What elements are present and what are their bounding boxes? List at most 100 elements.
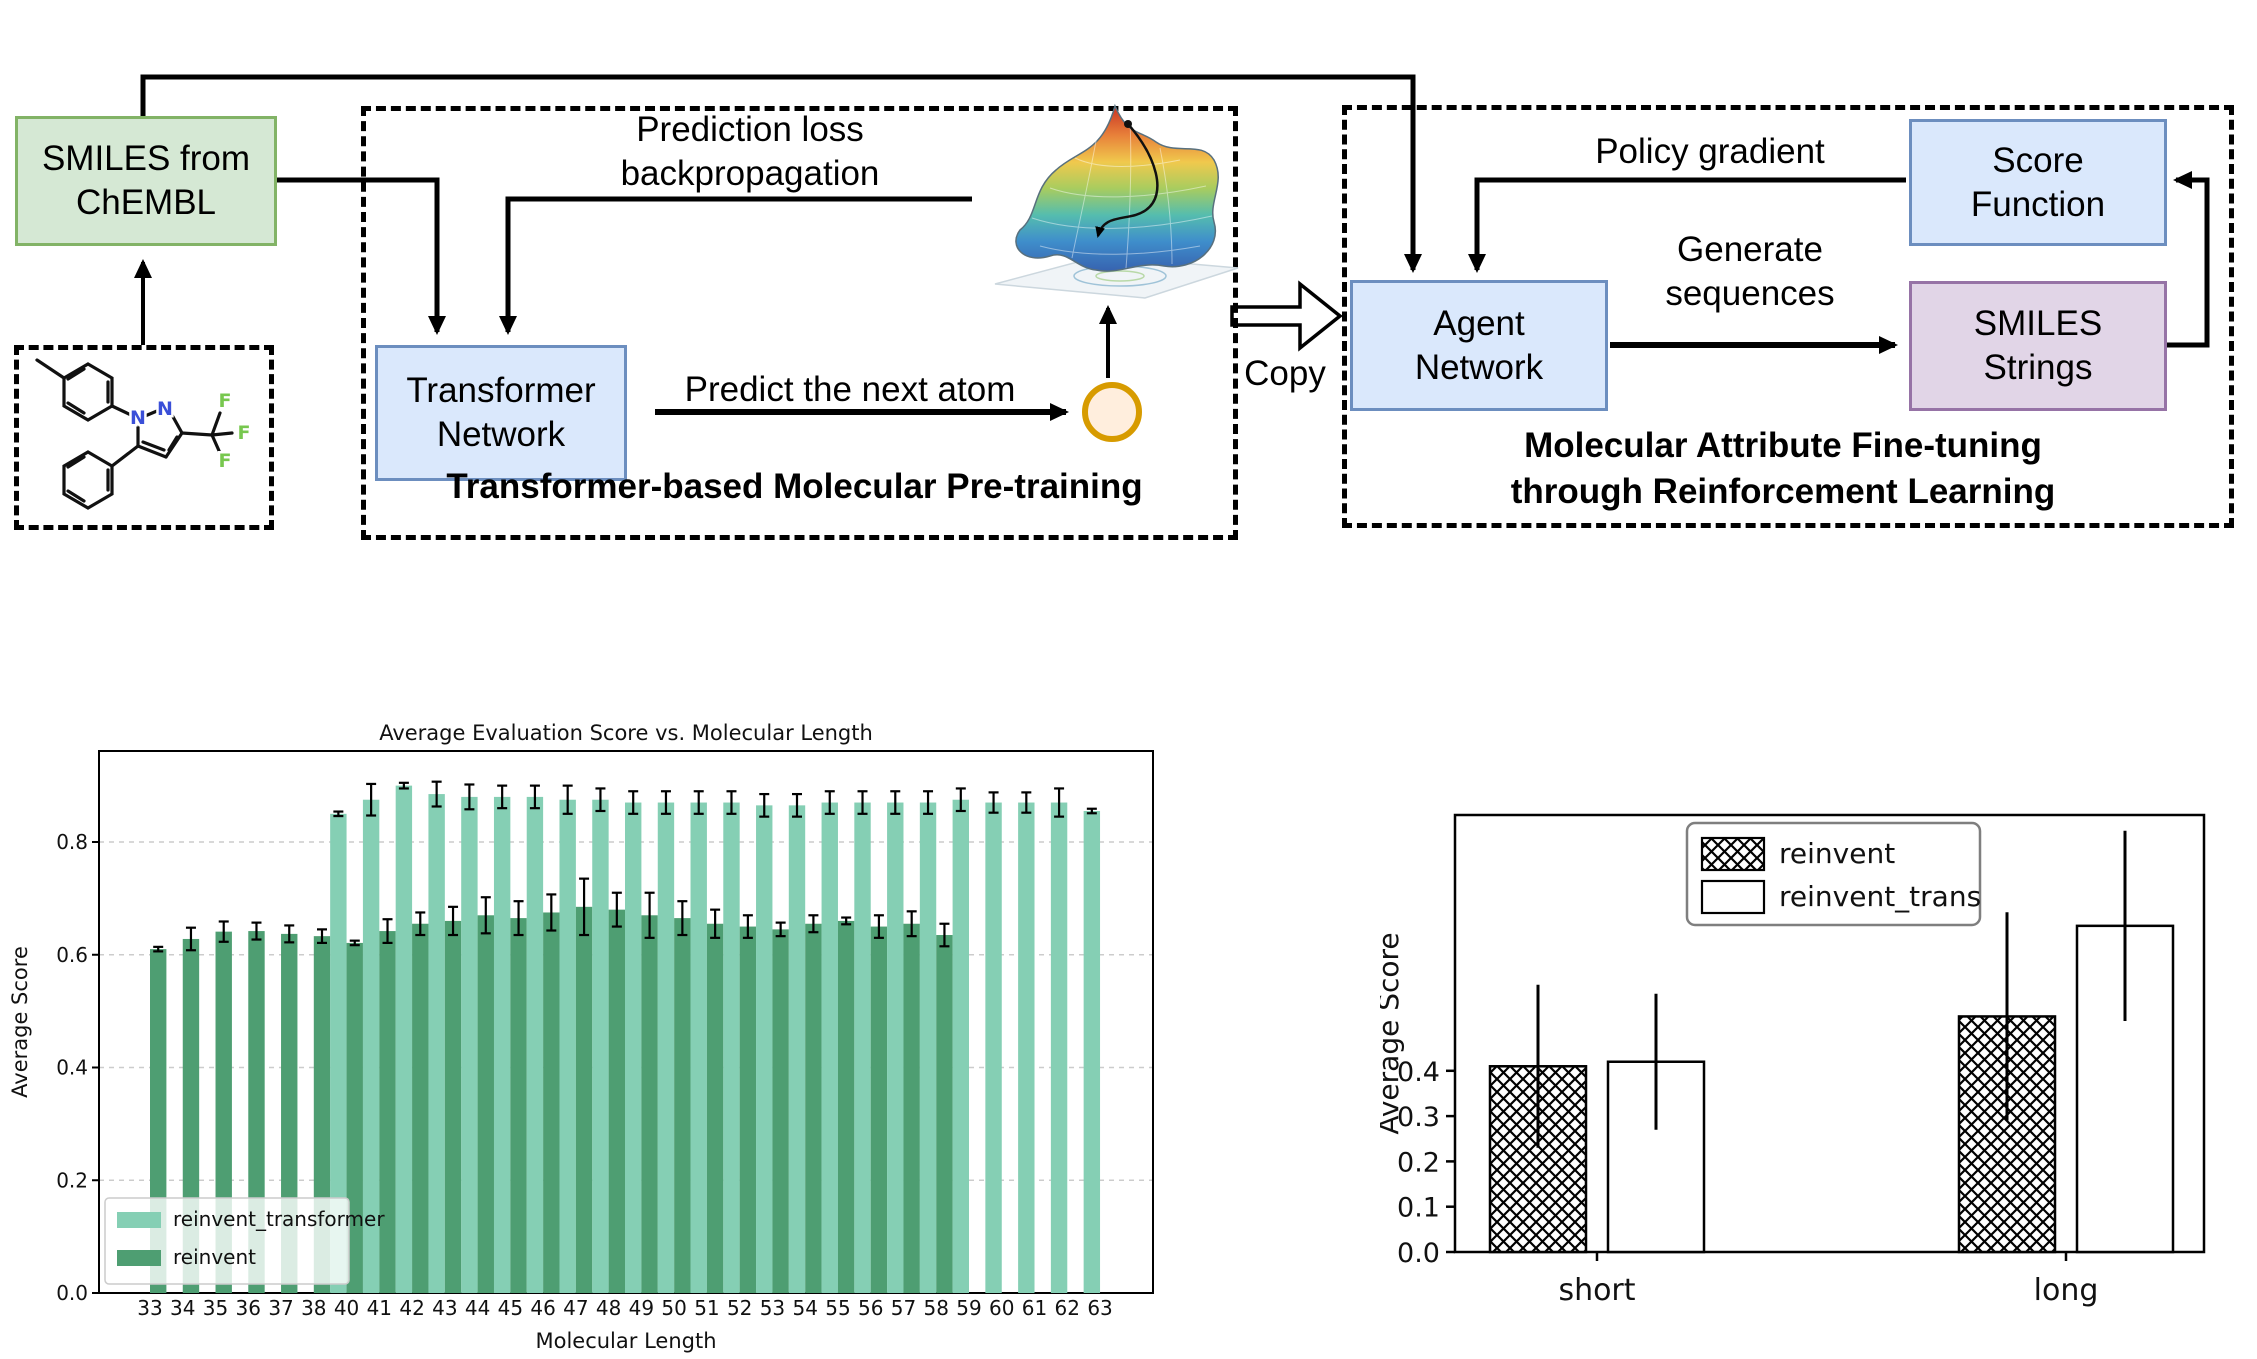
y-tick-label: 0.0 bbox=[56, 1281, 88, 1305]
x-tick-label: 53 bbox=[760, 1296, 785, 1320]
legend-label-reinvent: reinvent bbox=[1779, 837, 1895, 870]
fluorine-atom-label: F bbox=[238, 422, 251, 444]
x-tick-label: 60 bbox=[989, 1296, 1014, 1320]
y-tick-label: 0.4 bbox=[1397, 1057, 1440, 1088]
x-tick-label: 58 bbox=[924, 1296, 949, 1320]
bar-reinvent-transformer bbox=[1083, 810, 1101, 1293]
bar-reinvent-transformer bbox=[428, 794, 445, 1293]
x-tick-label: 55 bbox=[825, 1296, 850, 1320]
diagram-connectors bbox=[134, 74, 2210, 421]
x-tick-label: 51 bbox=[694, 1296, 719, 1320]
bar-reinvent-transformer bbox=[690, 802, 707, 1293]
predict-next-atom-label: Predict the next atom bbox=[684, 370, 1016, 409]
agent-network-box: Agent Network bbox=[1350, 280, 1608, 411]
x-tick-label: 52 bbox=[727, 1296, 752, 1320]
y-tick-label: 0.2 bbox=[56, 1168, 88, 1192]
legend-box bbox=[104, 1197, 350, 1285]
molecule-frame bbox=[14, 345, 274, 530]
smiles-chembl-box: SMILES from ChEMBL bbox=[15, 116, 277, 246]
smiles-to-agent-arrow bbox=[140, 74, 1422, 273]
nitrogen-atom-label: N bbox=[130, 407, 146, 429]
x-tick-label: 38 bbox=[301, 1296, 326, 1320]
bar-reinvent-transformer bbox=[625, 802, 642, 1293]
smiles-chembl-label-line1: SMILES from bbox=[41, 139, 251, 178]
x-tick-label: 48 bbox=[596, 1296, 621, 1320]
bar-reinvent bbox=[444, 920, 462, 1293]
bar-reinvent bbox=[543, 912, 560, 1293]
y-tick-label: 0.8 bbox=[56, 830, 88, 854]
x-tick-label: 40 bbox=[334, 1296, 359, 1320]
x-tick-label: 37 bbox=[268, 1296, 293, 1320]
backprop-to-transformer-arrow bbox=[499, 196, 972, 335]
left-chart: Average Evaluation Score vs. Molecular L… bbox=[8, 721, 1154, 1353]
y-tick-label: 0.3 bbox=[1397, 1102, 1440, 1133]
bar-reinvent-transformer bbox=[526, 796, 544, 1293]
x-tick-label: 35 bbox=[203, 1296, 228, 1320]
x-tick-label: 61 bbox=[1022, 1296, 1047, 1320]
x-tick-label: 33 bbox=[137, 1296, 162, 1320]
legend-swatch-reinvent-trans bbox=[1700, 879, 1766, 915]
bar-reinvent bbox=[772, 929, 789, 1293]
legend-label-reinvent-transformer: reinvent_transformer bbox=[173, 1207, 385, 1231]
plot-border bbox=[1453, 813, 2206, 1254]
bar-reinvent bbox=[575, 906, 593, 1293]
bar-reinvent-transformer bbox=[461, 796, 478, 1293]
transformer-label-line1: Transformer bbox=[406, 371, 596, 410]
rl-frame bbox=[1342, 105, 2234, 528]
bar-reinvent-transformer bbox=[1018, 802, 1035, 1293]
prediction-loss-label: Prediction loss backpropagation bbox=[620, 110, 880, 193]
x-tick-label: 54 bbox=[792, 1296, 817, 1320]
bar-reinvent bbox=[510, 918, 527, 1293]
chart-title: Average Evaluation Score vs. Molecular L… bbox=[379, 721, 873, 745]
bar-reinvent-transformer bbox=[887, 802, 904, 1293]
bar-reinvent bbox=[477, 915, 494, 1293]
x-tick-label: 45 bbox=[498, 1296, 523, 1320]
y-axis-label: Average Score bbox=[1380, 932, 1405, 1134]
x-tick-label: short bbox=[1558, 1273, 1635, 1308]
molecule-structure: N N F F F bbox=[35, 358, 253, 510]
smiles-chembl-label-line2: ChEMBL bbox=[75, 183, 217, 222]
x-tick-label: 44 bbox=[465, 1296, 490, 1320]
bar-reinvent-transformer bbox=[330, 813, 347, 1293]
bar-reinvent bbox=[608, 909, 626, 1293]
bar-reinvent-transformer bbox=[821, 802, 838, 1293]
x-tick-label: 63 bbox=[1087, 1296, 1112, 1320]
x-tick-label: 56 bbox=[858, 1296, 883, 1320]
bar-reinvent-transformer bbox=[493, 796, 511, 1293]
x-tick-label: 36 bbox=[236, 1296, 261, 1320]
pretraining-frame bbox=[361, 106, 1238, 540]
policy-gradient-label: Policy gradient bbox=[1595, 132, 1825, 171]
transformer-network-box: Transformer Network bbox=[375, 345, 627, 481]
legend-swatch-reinvent-transformer bbox=[117, 1212, 161, 1228]
bar-reinvent bbox=[805, 923, 822, 1293]
bar-reinvent-transformer bbox=[919, 802, 937, 1293]
y-tick-label: 0.6 bbox=[56, 943, 88, 967]
y-tick-label: 0.4 bbox=[56, 1056, 88, 1080]
legend-swatch-reinvent bbox=[117, 1250, 161, 1266]
x-tick-label: 62 bbox=[1055, 1296, 1080, 1320]
fluorine-atom-label: F bbox=[219, 390, 232, 412]
bar-reinvent-transformer bbox=[1050, 802, 1068, 1293]
bar-reinvent-transformer bbox=[362, 799, 380, 1293]
fluorine-atom-label: F bbox=[219, 450, 232, 472]
bar-reinvent-transformer bbox=[788, 805, 806, 1293]
policy-gradient-arrow bbox=[1468, 177, 1906, 273]
y-tick-label: 0.2 bbox=[1397, 1147, 1440, 1178]
y-axis-label: Average Score bbox=[8, 946, 32, 1098]
nitrogen-atom-label: N bbox=[157, 398, 173, 420]
bar-reinvent bbox=[412, 923, 429, 1293]
pretraining-caption: Transformer-based Molecular Pre-training bbox=[446, 467, 1143, 506]
bar-reinvent bbox=[837, 920, 855, 1293]
y-tick-label: 0.0 bbox=[1397, 1238, 1440, 1269]
smiles-strings-box: SMILES Strings bbox=[1909, 281, 2167, 411]
x-tick-label: 57 bbox=[891, 1296, 916, 1320]
copy-arrow-icon bbox=[1230, 280, 1343, 352]
bar-reinvent-transformer bbox=[952, 799, 969, 1293]
legend-label-reinvent: reinvent bbox=[173, 1245, 256, 1269]
x-tick-label: long bbox=[2034, 1273, 2099, 1308]
bar-reinvent-transformer bbox=[395, 785, 413, 1293]
smiles-strings-label-line2: Strings bbox=[1983, 348, 2093, 387]
bar-reinvent bbox=[346, 942, 363, 1293]
x-tick-label: 46 bbox=[530, 1296, 555, 1320]
